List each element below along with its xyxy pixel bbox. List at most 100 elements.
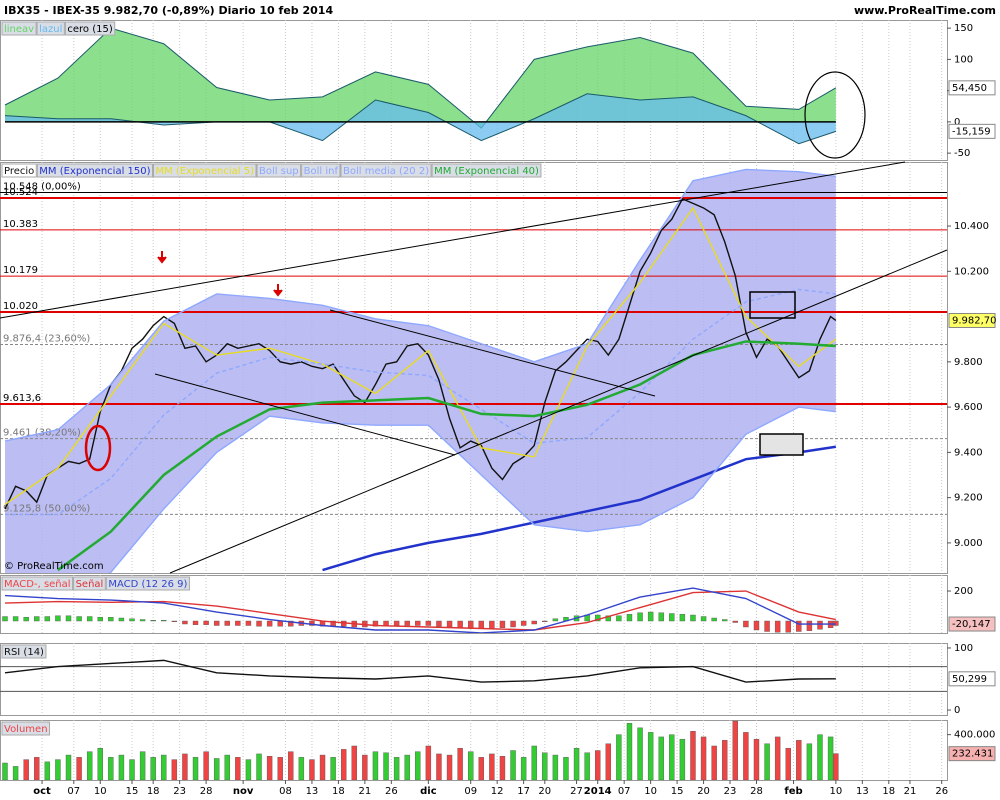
watermark: © ProRealTime.com [4, 561, 104, 572]
series-line [4, 659, 836, 683]
legend-box [36, 163, 154, 178]
bar [65, 615, 72, 622]
bar [65, 754, 72, 780]
level-label: 10.383 [3, 219, 38, 230]
bar [436, 753, 442, 780]
bar [478, 620, 484, 629]
y-tick-label: 100 [954, 643, 973, 654]
x-tick-label: 28 [750, 786, 763, 797]
y-tick-label: -50 [954, 148, 970, 159]
x-tick-label: 18 [882, 786, 895, 797]
x-tick-label: 18 [147, 786, 160, 797]
value-label-box [948, 312, 996, 328]
bar [616, 615, 622, 622]
bar [351, 745, 357, 780]
bar [605, 615, 612, 622]
series-line [4, 197, 837, 510]
level-label: 10.020 [3, 301, 38, 312]
bar [425, 620, 432, 626]
bar [150, 620, 156, 622]
bar [595, 750, 601, 780]
bar [76, 757, 82, 780]
level-label: 10.524 [3, 187, 38, 198]
x-tick-label: 23 [724, 786, 737, 797]
bar [393, 620, 400, 626]
bar [55, 759, 61, 780]
bar [203, 620, 209, 625]
legend-label: MACD (12 26 9) [108, 579, 187, 590]
bar [764, 743, 770, 780]
bar [298, 757, 305, 780]
bar [499, 755, 506, 780]
level-label: 9.613,6 [3, 393, 41, 404]
bar [774, 620, 781, 633]
bar [97, 617, 103, 622]
x-tick-label: 10 [644, 786, 657, 797]
bar [510, 620, 516, 628]
level-label: 10.548 (0,00%) [3, 182, 81, 193]
bar [468, 620, 474, 629]
legend-box [1, 21, 37, 36]
bar [2, 762, 8, 780]
value-label-box [948, 80, 996, 96]
bar [2, 616, 8, 622]
bar [637, 612, 643, 622]
x-tick-label: 10 [94, 786, 107, 797]
legend-box [301, 163, 341, 178]
y-tick-label: 10.400 [954, 221, 989, 232]
bar [833, 753, 839, 780]
bar [764, 620, 770, 632]
bar [700, 616, 707, 622]
bar [171, 620, 178, 622]
box [749, 291, 796, 319]
x-tick-label: 10 [829, 786, 842, 797]
bar [235, 757, 241, 780]
bar [616, 734, 622, 780]
legend-label: lazul [39, 24, 62, 35]
legend-label: lineav [4, 24, 34, 35]
x-tick-label: oct [33, 786, 51, 797]
bar [605, 743, 612, 780]
legend-label: MM (Exponencial 150) [39, 166, 150, 177]
y-tick-label: 9.600 [954, 402, 983, 413]
series-line [4, 168, 836, 442]
bar [679, 738, 686, 780]
bar [266, 620, 273, 627]
bar [150, 757, 156, 780]
bar [827, 736, 834, 780]
bar [192, 620, 199, 625]
bar [224, 754, 230, 780]
bar [542, 752, 548, 780]
bar [531, 620, 537, 625]
x-tick-label: 13 [856, 786, 869, 797]
bar [753, 620, 760, 631]
bar [12, 766, 19, 780]
bar [383, 752, 389, 780]
legend-box [64, 21, 116, 36]
bar [415, 751, 421, 780]
bar [182, 753, 188, 780]
bar [743, 732, 749, 780]
bar [722, 740, 728, 780]
bar [23, 759, 29, 780]
value-label: 50,299 [952, 674, 987, 685]
bar [722, 619, 728, 622]
bar [288, 620, 294, 627]
level-label: 9.876,4 (23,60%) [3, 334, 90, 345]
bar [330, 757, 336, 780]
bar [372, 620, 379, 627]
bar [203, 751, 209, 780]
bar [12, 616, 19, 622]
bar [129, 759, 135, 780]
bar [86, 616, 93, 622]
bar [393, 757, 400, 780]
series-line [4, 27, 837, 129]
panel [2, 720, 943, 780]
bar [626, 723, 633, 780]
bar [785, 620, 791, 633]
bar [266, 755, 273, 780]
bar [732, 620, 739, 623]
bar [192, 757, 199, 780]
bar [669, 734, 675, 780]
bar [753, 738, 760, 780]
